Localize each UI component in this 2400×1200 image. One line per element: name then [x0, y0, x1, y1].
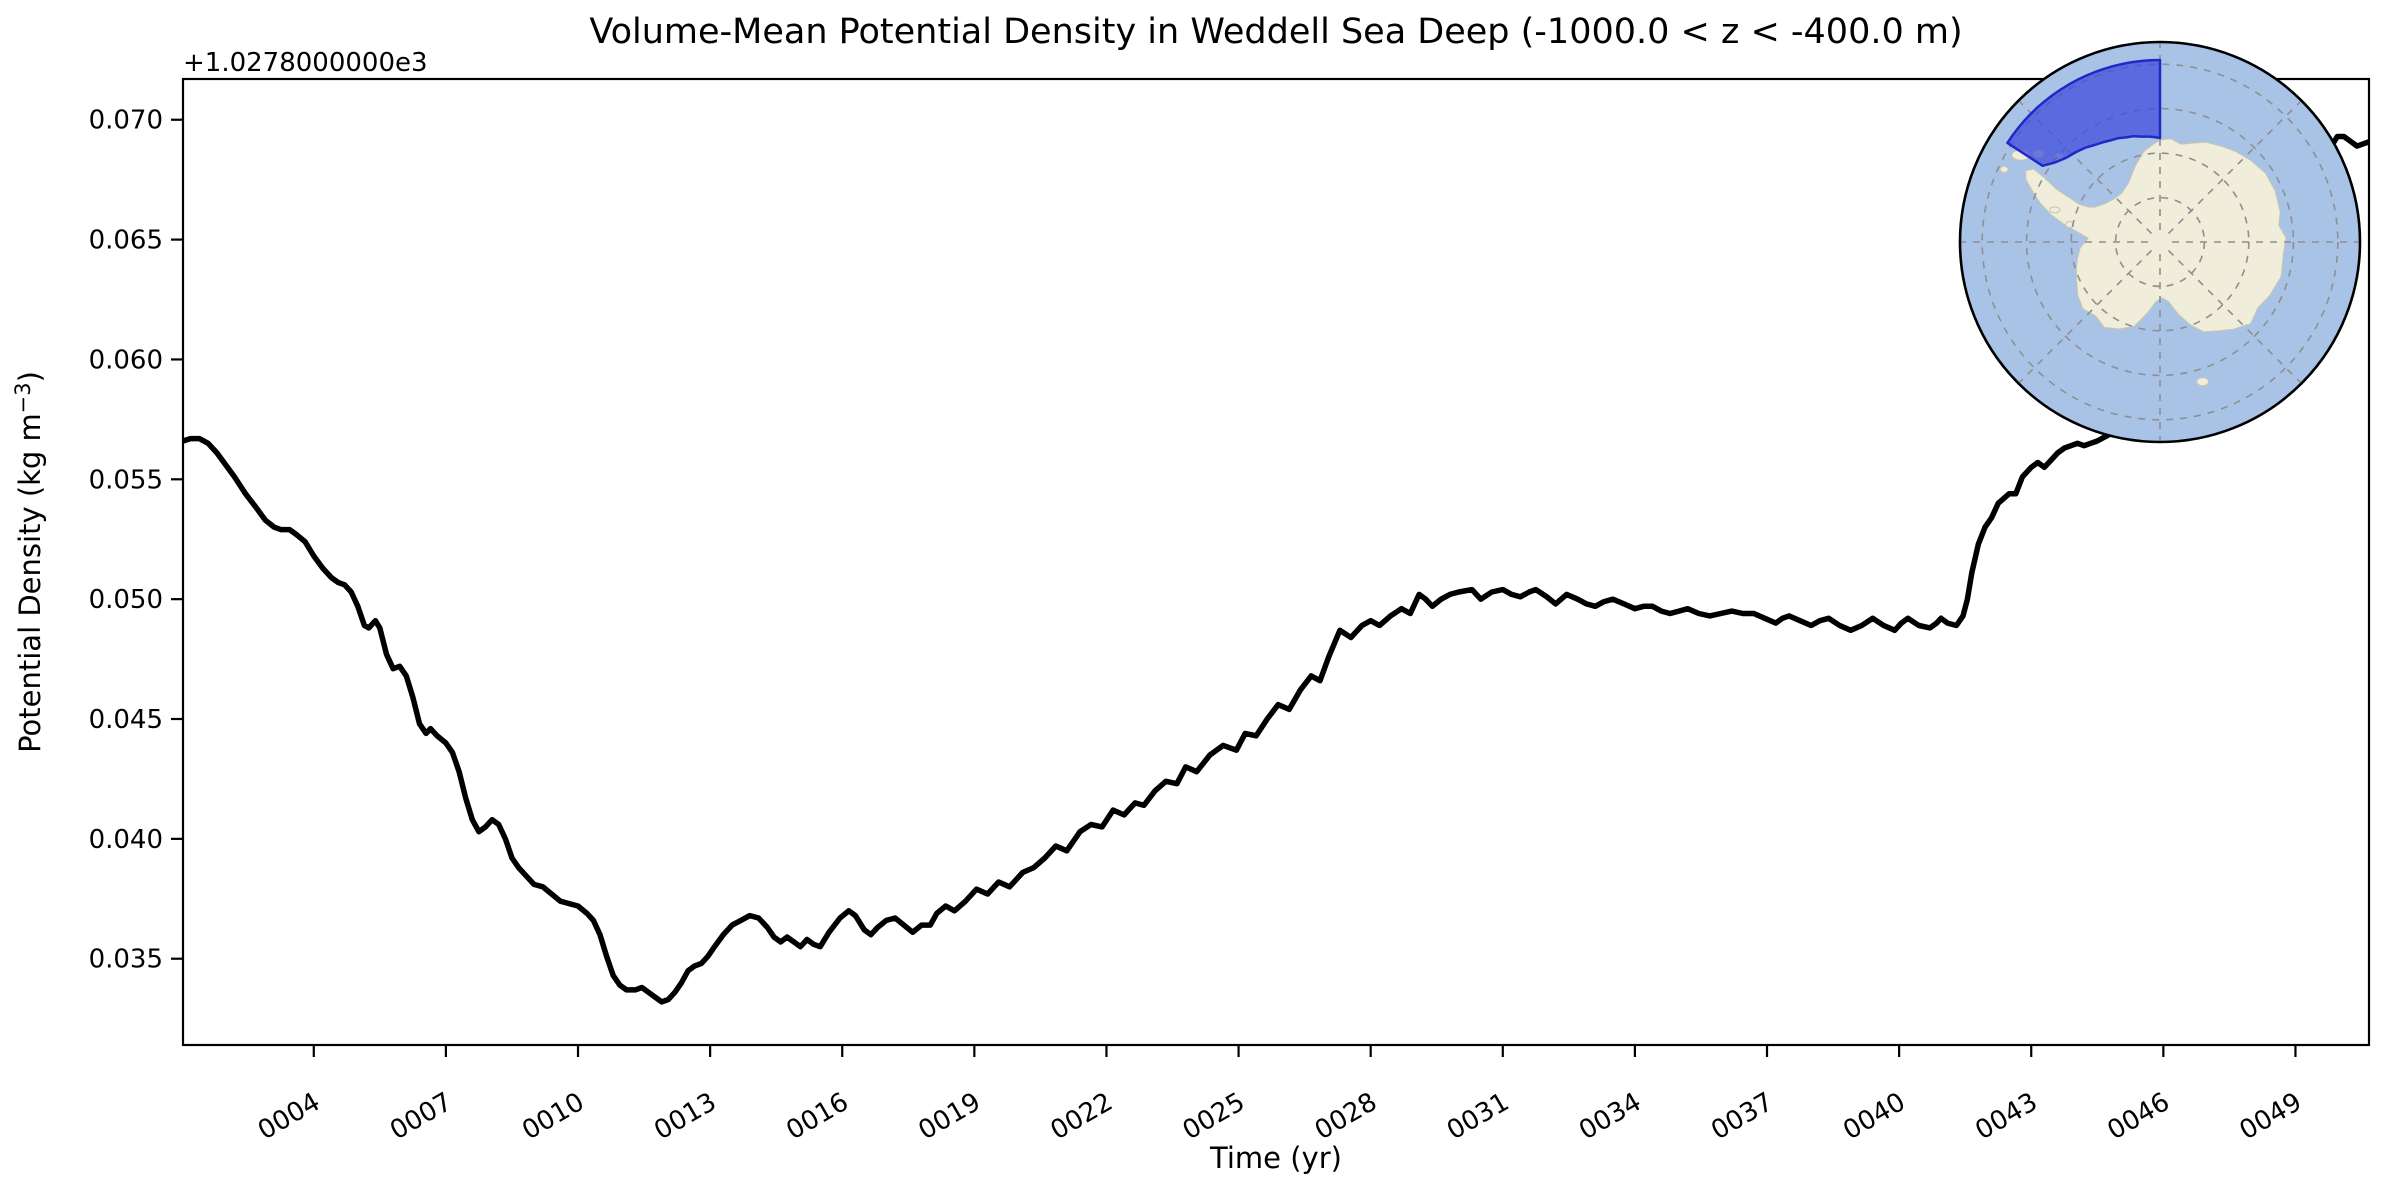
x-tick-label: 0049: [2235, 1087, 2307, 1146]
x-tick-label: 0007: [385, 1087, 457, 1146]
y-tick-label: 0.040: [89, 825, 163, 855]
chart-title: Volume-Mean Potential Density in Weddell…: [589, 12, 1962, 52]
weddell-sea-region-highlight: [2006, 58, 2162, 168]
x-tick-label: 0031: [1442, 1087, 1514, 1146]
y-tick-label: 0.060: [89, 345, 163, 375]
y-axis-offset-text: +1.0278000000e3: [183, 48, 428, 78]
x-tick-label: 0019: [914, 1087, 986, 1146]
y-axis-label: Potential Density (kg m−3): [11, 371, 47, 753]
x-tick-label: 0037: [1706, 1087, 1778, 1146]
y-tick-label: 0.045: [89, 705, 163, 735]
density-line-series: [183, 133, 2369, 1005]
x-tick-label: 0010: [517, 1087, 589, 1146]
y-axis-ticks: 0.035 0.040 0.045 0.050 0.055 0.060 0.065 0.070: [89, 106, 183, 975]
x-tick-label: 0025: [1178, 1087, 1250, 1146]
x-tick-label: 0034: [1574, 1087, 1646, 1146]
x-tick-label: 0040: [1838, 1087, 1910, 1146]
x-tick-label: 0028: [1310, 1087, 1382, 1146]
map-content: [1960, 42, 2360, 442]
x-tick-label: 0046: [2103, 1087, 2175, 1146]
y-tick-label: 0.050: [89, 585, 163, 615]
x-tick-label: 0016: [781, 1087, 853, 1146]
x-axis-label: Time (yr): [1209, 1141, 1342, 1175]
plot-area: [183, 133, 2369, 1005]
map-border-circle: [1958, 40, 2362, 444]
x-tick-label: 0043: [1970, 1087, 2042, 1146]
x-axis-ticks: 0004 0007 0010 0013 0016 0019 0022 0025 0028 0031…: [253, 1045, 2307, 1146]
x-tick-label: 0013: [649, 1087, 721, 1146]
y-tick-label: 0.065: [89, 226, 163, 256]
antarctica-inset-map: [1958, 40, 2362, 444]
y-tick-label: 0.070: [89, 106, 163, 136]
x-tick-label: 0004: [253, 1087, 325, 1146]
y-tick-label: 0.035: [89, 945, 163, 975]
axes-frame: [181, 77, 2371, 1047]
x-tick-label: 0022: [1046, 1087, 1118, 1146]
y-tick-label: 0.055: [89, 465, 163, 495]
